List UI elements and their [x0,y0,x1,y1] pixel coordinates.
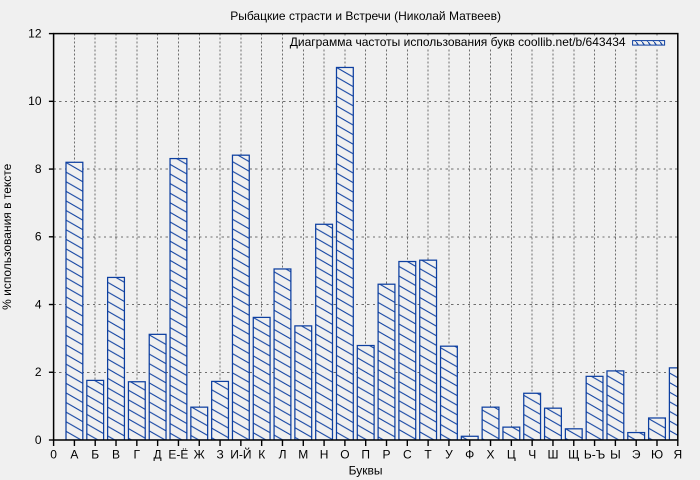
svg-text:О: О [340,448,349,462]
svg-text:2: 2 [35,365,42,379]
svg-text:Р: Р [382,448,390,462]
svg-text:Диаграмма частоты использовани: Диаграмма частоты использования букв coo… [290,35,626,49]
svg-text:Ч: Ч [528,448,536,462]
svg-text:10: 10 [28,94,42,108]
svg-text:Т: Т [424,448,432,462]
svg-text:С: С [403,448,412,462]
svg-text:М: М [298,448,308,462]
svg-text:А: А [70,448,78,462]
svg-text:Н: Н [320,448,329,462]
svg-text:4: 4 [35,297,42,311]
svg-text:Ц: Ц [507,448,516,462]
svg-text:Ю: Ю [651,448,663,462]
svg-text:Буквы: Буквы [349,464,383,478]
svg-text:Ж: Ж [194,448,205,462]
svg-text:Х: Х [486,448,494,462]
svg-text:К: К [258,448,265,462]
svg-text:Е-Ё: Е-Ё [168,448,188,462]
svg-text:Б: Б [91,448,99,462]
svg-text:Щ: Щ [568,448,579,462]
svg-text:% использования в тексте: % использования в тексте [0,163,14,309]
svg-text:З: З [216,448,223,462]
svg-text:И-Й: И-Й [230,447,251,462]
svg-text:Рыбацкие страсти и Встречи (Ни: Рыбацкие страсти и Встречи (Николай Матв… [230,9,501,23]
svg-text:0: 0 [50,448,57,462]
svg-text:Я: Я [673,448,682,462]
svg-text:Ш: Ш [548,448,559,462]
svg-text:Д: Д [154,448,162,462]
svg-text:Ф: Ф [465,448,474,462]
svg-text:Л: Л [279,448,287,462]
svg-text:8: 8 [35,162,42,176]
svg-text:Г: Г [134,448,141,462]
svg-text:6: 6 [35,230,42,244]
svg-text:П: П [361,448,370,462]
svg-text:У: У [445,448,453,462]
svg-text:0: 0 [35,433,42,447]
svg-text:Ь-Ъ: Ь-Ъ [584,448,605,462]
svg-text:Э: Э [632,448,641,462]
svg-text:В: В [112,448,120,462]
svg-text:Ы: Ы [610,448,621,462]
svg-text:12: 12 [28,27,42,41]
